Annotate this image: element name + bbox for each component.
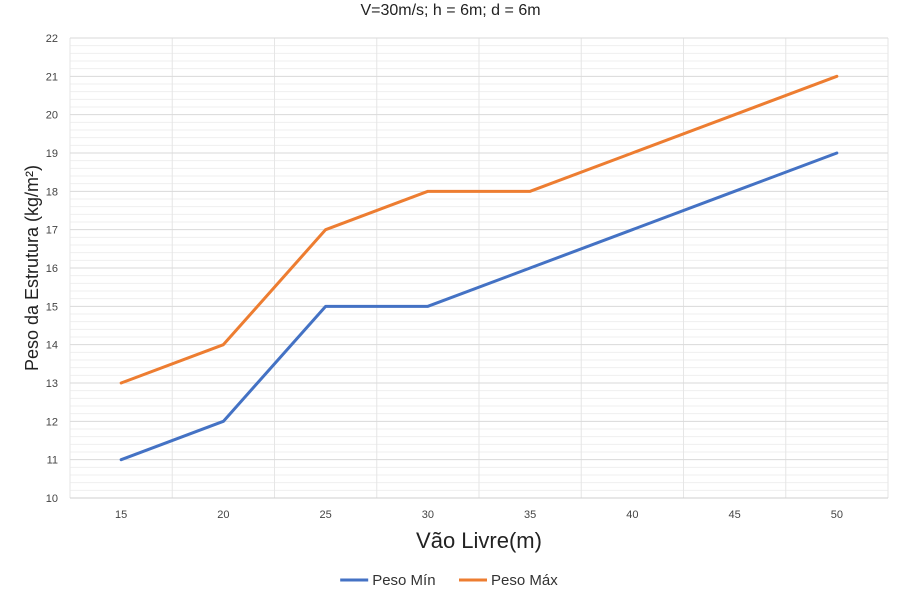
x-tick-label: 35 — [524, 509, 536, 521]
axes-layer: 10 11 12 13 14 15 16 17 18 19 20 21 22 15 20 25 30 35 40 45… — [46, 33, 843, 521]
x-tick-label: 20 — [217, 509, 229, 521]
x-tick-label: 30 — [422, 509, 434, 521]
y-tick-label: 21 — [46, 71, 58, 83]
series-layer — [119, 74, 839, 462]
y-tick-label: 11 — [47, 455, 58, 467]
chart-title: V=30m/s; h = 6m; d = 6m — [360, 2, 541, 19]
y-tick-label: 17 — [46, 225, 58, 237]
series-line-1 — [119, 151, 839, 462]
x-tick-label: 50 — [831, 509, 843, 521]
y-tick-label: 18 — [46, 186, 58, 198]
x-axis-title: Vão Livre(m) — [416, 528, 542, 553]
y-tick-label: 22 — [46, 33, 58, 45]
series-line-2 — [119, 74, 839, 385]
x-tick-label: 40 — [626, 509, 638, 521]
x-tick-label: 25 — [320, 509, 332, 521]
y-axis-title: Peso da Estrutura (kg/m²) — [22, 165, 42, 371]
y-tick-label: 13 — [46, 378, 58, 390]
y-tick-label: 10 — [46, 493, 58, 505]
legend-label-1: Peso Mín — [372, 572, 435, 589]
y-tick-label: 20 — [46, 110, 58, 122]
x-tick-label: 15 — [115, 509, 127, 521]
y-tick-label: 12 — [46, 416, 58, 428]
legend: Peso Mín Peso Máx — [340, 572, 558, 589]
legend-label-2: Peso Máx — [491, 572, 558, 589]
grid-layer — [69, 37, 889, 499]
y-tick-label: 14 — [46, 340, 58, 352]
x-tick-label: 45 — [729, 509, 741, 521]
y-tick-label: 15 — [46, 301, 58, 313]
y-tick-label: 16 — [46, 263, 58, 275]
y-tick-label: 19 — [46, 148, 58, 160]
